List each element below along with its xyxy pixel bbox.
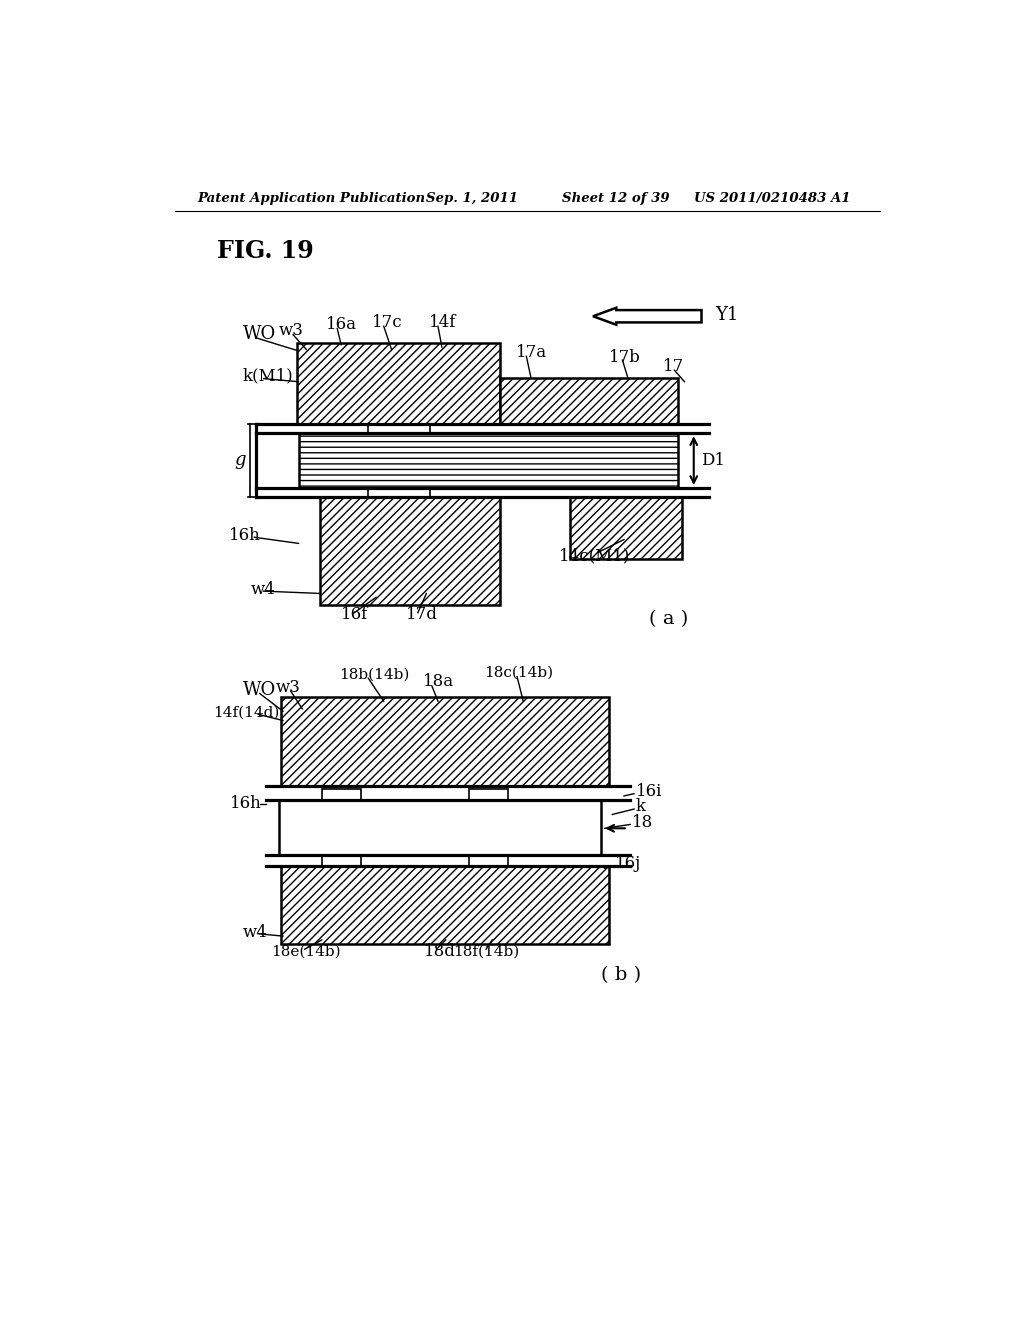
Text: 17a: 17a: [515, 345, 547, 360]
Bar: [469, 855, 508, 866]
Bar: [297, 343, 500, 424]
Text: 16i: 16i: [636, 783, 662, 800]
Text: 14f: 14f: [429, 314, 456, 331]
Text: Sep. 1, 2011: Sep. 1, 2011: [426, 191, 518, 205]
Bar: [500, 378, 678, 424]
Bar: [280, 800, 601, 855]
Text: 16h: 16h: [230, 795, 262, 812]
Text: 18f(14b): 18f(14b): [454, 945, 520, 958]
Text: g: g: [234, 451, 246, 469]
Text: ( b ): ( b ): [601, 966, 641, 983]
Text: US 2011/0210483 A1: US 2011/0210483 A1: [693, 191, 850, 205]
Bar: [282, 697, 608, 785]
Text: 18b(14b): 18b(14b): [339, 668, 410, 681]
Text: 17: 17: [663, 358, 684, 375]
Text: w4: w4: [243, 924, 267, 941]
Bar: [282, 866, 608, 944]
Text: ( a ): ( a ): [649, 610, 688, 628]
Bar: [322, 789, 360, 800]
Text: Patent Application Publication: Patent Application Publication: [198, 191, 426, 205]
Text: 16h: 16h: [228, 527, 260, 544]
Text: w3: w3: [280, 322, 304, 339]
Text: WO: WO: [243, 325, 275, 343]
Text: FIG. 19: FIG. 19: [217, 239, 314, 263]
Text: 17d: 17d: [406, 606, 437, 623]
Text: Sheet 12 of 39: Sheet 12 of 39: [562, 191, 670, 205]
Text: 16a: 16a: [326, 317, 356, 333]
Text: 17c: 17c: [372, 314, 402, 331]
Text: Y1: Y1: [716, 306, 739, 323]
Text: 18e(14b): 18e(14b): [271, 945, 341, 958]
FancyArrow shape: [593, 308, 701, 325]
Text: 14f(14d): 14f(14d): [213, 706, 280, 719]
Text: k: k: [636, 799, 645, 816]
Text: 17b: 17b: [608, 348, 640, 366]
Text: w3: w3: [275, 678, 300, 696]
Text: WO: WO: [243, 681, 275, 698]
Bar: [321, 498, 500, 605]
Text: 18: 18: [632, 813, 653, 830]
Bar: [569, 498, 682, 558]
Text: w4: w4: [251, 581, 275, 598]
Bar: [469, 789, 508, 800]
Text: 16j: 16j: [614, 855, 641, 873]
Text: 18a: 18a: [423, 673, 454, 690]
Text: 14c(M1): 14c(M1): [559, 548, 631, 564]
Text: 18d: 18d: [424, 942, 456, 960]
Text: D1: D1: [701, 451, 725, 469]
Bar: [299, 433, 678, 488]
Bar: [369, 488, 430, 498]
Text: 16f: 16f: [341, 606, 369, 623]
Text: k(M1): k(M1): [243, 367, 294, 384]
Text: 18c(14b): 18c(14b): [484, 665, 554, 680]
Bar: [369, 425, 430, 434]
Bar: [322, 855, 360, 866]
